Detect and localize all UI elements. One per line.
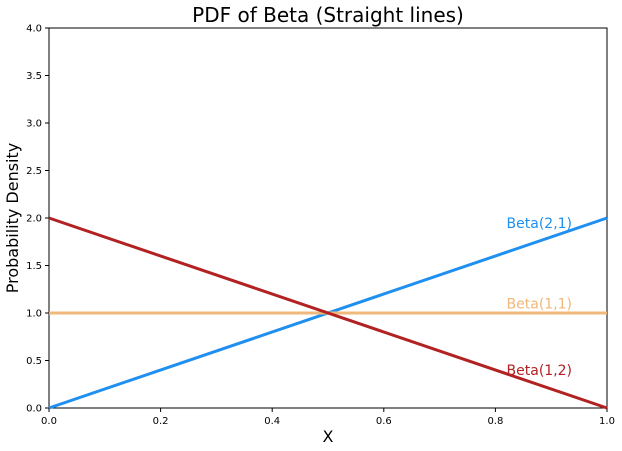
- x-tick-label: 0.4: [264, 416, 280, 427]
- y-tick-label: 3.5: [26, 71, 42, 82]
- y-tick-label: 1.0: [26, 309, 42, 320]
- y-tick-label: 2.5: [26, 166, 42, 177]
- y-axis-ticks: 0.0 0.5 1.0 1.5 2.0 2.5 3.0 3.5 4.0: [26, 24, 49, 415]
- x-axis-label: X: [323, 427, 334, 446]
- chart-title: PDF of Beta (Straight lines): [192, 3, 464, 27]
- x-tick-label: 0.8: [487, 416, 503, 427]
- y-tick-label: 0.5: [26, 356, 42, 367]
- y-tick-label: 2.0: [26, 214, 42, 225]
- x-tick-label: 0.6: [376, 416, 392, 427]
- y-tick-label: 3.0: [26, 119, 42, 130]
- series-annotation: Beta(1,2): [507, 363, 572, 379]
- series-annotations: Beta(2,1) Beta(1,1) Beta(1,2): [507, 216, 572, 379]
- series-lines: [48, 216, 608, 410]
- y-tick-label: 1.5: [26, 261, 42, 272]
- x-tick-label: 0.2: [153, 416, 169, 427]
- axes-frame: [48, 27, 608, 409]
- series-annotation: Beta(2,1): [507, 216, 572, 232]
- series-line-beta-1-2: [48, 216, 608, 410]
- series-annotation: Beta(1,1): [507, 297, 572, 313]
- x-axis-ticks: 0.0 0.2 0.4 0.6 0.8 1.0: [41, 408, 615, 427]
- y-tick-label: 0.0: [26, 404, 42, 415]
- plot-area: [48, 27, 608, 409]
- y-axis-label: Probability Density: [3, 143, 22, 294]
- x-tick-label: 0.0: [41, 416, 57, 427]
- x-tick-label: 1.0: [599, 416, 615, 427]
- y-tick-label: 4.0: [26, 24, 42, 35]
